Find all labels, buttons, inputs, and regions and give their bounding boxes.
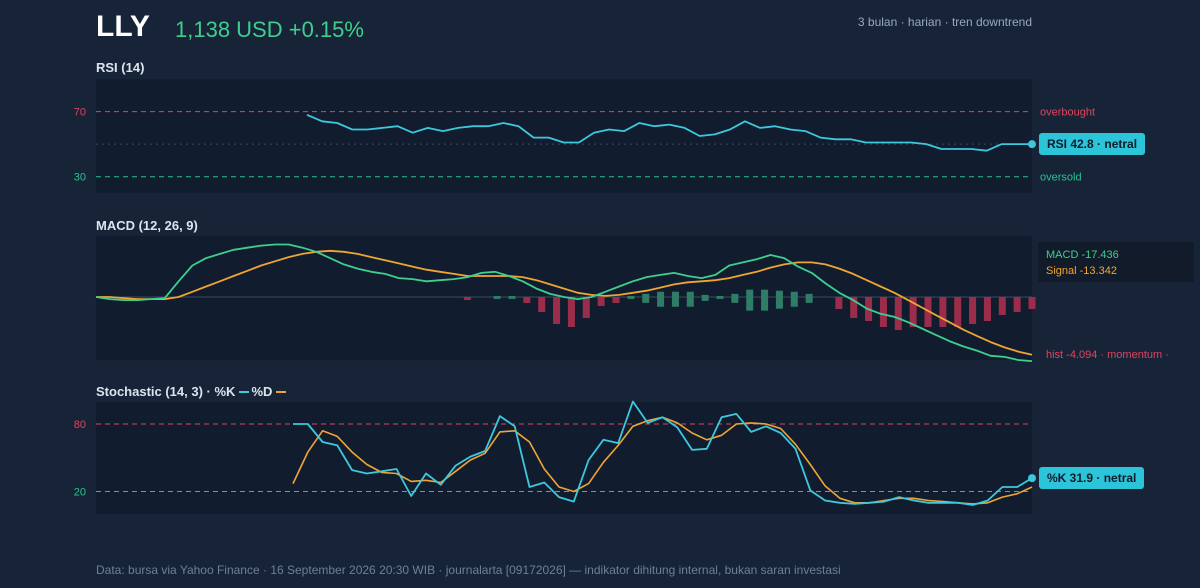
stoch-title-text: Stochastic (14, 3) · %K <box>96 384 236 399</box>
macd-hist-bar <box>924 297 932 327</box>
macd-hist-bar <box>850 297 858 318</box>
macd-hist-bar <box>657 291 665 307</box>
macd-hist-bar <box>612 297 620 303</box>
k-value-badge: %K 31.9 · netral <box>1039 467 1145 489</box>
macd-hist-bar <box>835 297 843 309</box>
macd-hist-bar <box>969 297 977 324</box>
macd-hist-bar <box>998 297 1006 315</box>
stoch-panel-title: Stochastic (14, 3) · %K %D <box>96 384 288 399</box>
ticker-symbol: LLY <box>96 10 150 43</box>
macd-hist-bar <box>553 297 561 324</box>
footer-source: Data: bursa via Yahoo Finance · 16 Septe… <box>96 563 841 577</box>
macd-hist-bar <box>493 295 501 299</box>
macd-hist-bar <box>761 289 769 311</box>
signal-legend-label: Signal -13.342 <box>1046 265 1117 277</box>
rsi-panel-bg <box>96 79 1032 193</box>
rsi-tick-70: 70 <box>74 107 86 119</box>
macd-hist-bar <box>879 297 887 327</box>
macd-hist-bar <box>775 290 783 309</box>
macd-hist-bar <box>567 297 575 327</box>
rsi-end-dot <box>1028 140 1036 149</box>
macd-legend-box <box>1038 242 1194 282</box>
macd-hist-bar <box>538 297 546 312</box>
stoch-panel-bg <box>96 402 1032 514</box>
macd-hist-bar <box>582 297 590 318</box>
macd-hist-bar <box>701 294 709 301</box>
macd-panel-bg <box>96 236 1032 360</box>
rsi-panel-title: RSI (14) <box>96 60 145 75</box>
macd-hist-bar <box>983 297 991 321</box>
macd-legend-label: MACD -17.436 <box>1046 249 1119 261</box>
chart-meta: 3 bulan · harian · tren downtrend <box>857 15 1032 29</box>
macd-hist-bar <box>1028 297 1036 309</box>
rsi-line <box>306 113 1032 152</box>
macd-hist-bar <box>790 291 798 307</box>
macd-hist-bar <box>523 297 531 303</box>
macd-hist-bar <box>463 297 471 300</box>
stoch-tick-80: 80 <box>74 419 86 431</box>
k-legend-swatch <box>239 390 250 393</box>
macd-panel-title: MACD (12, 26, 9) <box>96 218 198 233</box>
oversold-label: oversold <box>1040 172 1082 184</box>
macd-hist-bar <box>894 297 902 330</box>
stoch-k-end-dot <box>1028 474 1036 483</box>
macd-hist-bar <box>597 297 605 306</box>
macd-hist-bar <box>954 297 962 327</box>
macd-hist-bar <box>746 289 754 311</box>
stoch-k-line <box>293 400 1033 506</box>
macd-hist-bar <box>1013 297 1021 312</box>
macd-hist-bar <box>909 297 917 327</box>
macd-hist-bar <box>805 293 813 303</box>
macd-hist-bar <box>731 293 739 303</box>
d-legend-swatch <box>276 390 287 393</box>
rsi-value-badge: RSI 42.8 · netral <box>1039 133 1146 155</box>
macd-hist-bar <box>939 297 947 327</box>
rsi-tick-30: 30 <box>74 172 86 184</box>
hist-value-label: hist -4.094 · momentum · <box>1046 349 1169 361</box>
macd-hist-bar <box>716 295 724 299</box>
stoch-tick-20: 20 <box>74 487 86 499</box>
overbought-label: overbought <box>1040 107 1095 119</box>
macd-hist-bar <box>642 293 650 303</box>
macd-hist-bar <box>671 291 679 307</box>
d-legend-label: %D <box>251 384 273 399</box>
macd-hist-bar <box>686 291 694 307</box>
macd-hist-bar <box>508 295 516 299</box>
signal-line <box>96 249 1033 356</box>
macd-hist-bar <box>627 295 635 299</box>
macd-line <box>95 243 1033 362</box>
price-change: 1,138 USD +0.15% <box>175 17 364 42</box>
